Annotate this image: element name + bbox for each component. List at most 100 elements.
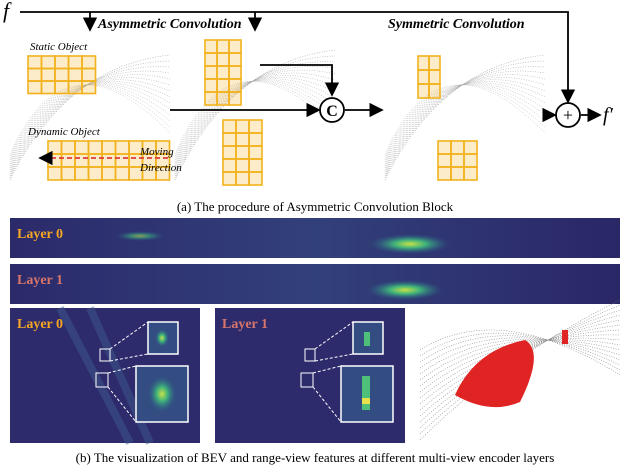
kernel-cell: [217, 92, 229, 105]
kernel-cell: [205, 66, 217, 79]
kernel-cell: [62, 154, 76, 167]
kernel-cell: [69, 81, 83, 94]
kernel-cell: [451, 141, 464, 154]
kernel-cell: [223, 120, 236, 133]
kernel-cell: [116, 154, 130, 167]
kernel-cell: [205, 53, 217, 66]
bev-view-1: Layer 1: [215, 308, 405, 443]
kernel-cell: [55, 81, 69, 94]
kernel-cell: [236, 146, 249, 159]
kernel-cell: [229, 53, 241, 66]
add-symbol: +: [563, 105, 573, 125]
input-label: f: [3, 0, 12, 23]
kernel-cell: [102, 154, 116, 167]
kernel-cell: [223, 159, 236, 172]
kernel-cell: [418, 70, 429, 84]
kernel-cell: [229, 40, 241, 53]
kernel-cell: [28, 81, 42, 94]
bev-layer-label: Layer 0: [17, 317, 63, 332]
moving-label: Moving: [139, 146, 174, 158]
kernel-cell: [48, 154, 62, 167]
kernel-cell: [89, 154, 103, 167]
kernel-cell: [116, 141, 130, 154]
kernel-cell: [236, 133, 249, 146]
kernel-cell: [438, 154, 451, 167]
kernel-cell: [42, 81, 56, 94]
asymmetric-title: Asymmetric Convolution: [97, 17, 242, 32]
kernel-cell: [249, 120, 262, 133]
kernel-cell: [418, 56, 429, 70]
kernel-cell: [223, 172, 236, 185]
kernel-cell: [75, 154, 89, 167]
kernel-cell: [236, 120, 249, 133]
bev-layer-label: Layer 1: [222, 317, 268, 332]
kernel-cell: [249, 133, 262, 146]
kernel-cell: [82, 56, 96, 69]
kernel-cell: [102, 141, 116, 154]
kernel-cell: [464, 154, 477, 167]
range-view-1: [10, 264, 620, 304]
page: C + f f′ Asymmetric Convolution Symmetri…: [0, 0, 631, 470]
feature-blob: [367, 280, 443, 300]
kernel-cell: [62, 167, 76, 180]
kernel-cell: [48, 167, 62, 180]
kernel-cell: [429, 84, 440, 98]
kernel-cell: [28, 69, 42, 82]
kernel-cell: [217, 53, 229, 66]
kernel-cell: [55, 56, 69, 69]
bev-view-0: Layer 0: [10, 308, 200, 443]
kernel-cell: [236, 172, 249, 185]
range-layer-label: Layer 0: [17, 227, 63, 242]
range-layer-label: Layer 1: [17, 273, 63, 288]
kernel-cell: [42, 69, 56, 82]
range-view-0: [10, 218, 620, 258]
kernel-cell: [217, 40, 229, 53]
kernel-cell: [229, 66, 241, 79]
kernel-cell: [217, 66, 229, 79]
kernel-cell: [223, 146, 236, 159]
feature-blob: [370, 234, 450, 254]
kernel-cell: [28, 56, 42, 69]
caption-a: (a) The procedure of Asymmetric Convolut…: [177, 199, 454, 214]
kernel-cell: [223, 133, 236, 146]
kernel-cell: [116, 167, 130, 180]
kernel-cell: [62, 141, 76, 154]
kernel-cell: [82, 81, 96, 94]
kernel-cell: [236, 159, 249, 172]
caption-b: (b) The visualization of BEV and range-v…: [76, 450, 555, 465]
flow-arrows: [20, 12, 600, 158]
kernel-cell: [429, 70, 440, 84]
kernel-cell: [429, 56, 440, 70]
kernel-cell: [48, 141, 62, 154]
point-cloud-3d: [420, 300, 620, 440]
kernel-cell: [205, 92, 217, 105]
kernel-cell: [464, 141, 477, 154]
kernel-cell: [249, 159, 262, 172]
kernel-cell: [42, 56, 56, 69]
concat-symbol: C: [326, 103, 338, 120]
kernel-cell: [102, 167, 116, 180]
kernel-cell: [89, 167, 103, 180]
kernel-cell: [451, 154, 464, 167]
moving-label: Direction: [139, 162, 182, 174]
symmetric-title: Symmetric Convolution: [388, 17, 525, 32]
kernel-cell: [229, 79, 241, 92]
kernel-cell: [82, 69, 96, 82]
kernel-cell: [451, 167, 464, 180]
feature-blob: [115, 231, 165, 241]
static-label: Static Object: [30, 41, 88, 53]
kernel-cell: [55, 69, 69, 82]
kernel-cell: [438, 141, 451, 154]
dynamic-label: Dynamic Object: [27, 126, 101, 138]
kernel-cell: [69, 56, 83, 69]
kernel-cell: [75, 167, 89, 180]
point-cloud-panels: [10, 40, 545, 185]
kernel-cell: [464, 167, 477, 180]
kernel-cell: [418, 84, 429, 98]
kernel-cell: [69, 69, 83, 82]
output-label: f′: [603, 104, 614, 126]
figure: C + f f′ Asymmetric Convolution Symmetri…: [0, 0, 631, 470]
kernel-cell: [438, 167, 451, 180]
kernel-cell: [229, 92, 241, 105]
kernel-cell: [89, 141, 103, 154]
